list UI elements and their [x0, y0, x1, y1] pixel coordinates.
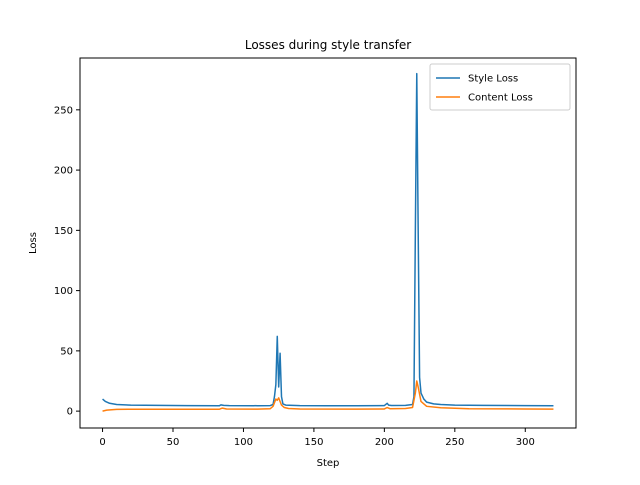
x-tick-label: 50 — [167, 437, 180, 448]
series-line-content-loss — [102, 380, 554, 412]
chart-title: Losses during style transfer — [245, 38, 411, 52]
legend-label-content-loss: Content Loss — [468, 93, 533, 104]
x-tick-label: 100 — [234, 437, 253, 448]
y-tick-label: 50 — [60, 346, 73, 357]
x-tick-label: 250 — [445, 437, 464, 448]
y-tick-label: 100 — [54, 286, 73, 297]
plot-frame — [79, 57, 577, 429]
x-tick-label: 200 — [375, 437, 394, 448]
series-layer — [102, 72, 554, 412]
y-tick-label: 250 — [54, 105, 73, 116]
plot-area: 0 50 100 150 200 250 300 0 50 100 150 200 250 — [54, 57, 577, 448]
y-axis-label: Loss — [28, 232, 39, 254]
legend: Style Loss Content Loss — [429, 63, 571, 111]
x-axis-label: Step — [317, 458, 340, 469]
legend-label-style-loss: Style Loss — [468, 74, 518, 85]
x-tick-label: 150 — [304, 437, 323, 448]
series-line-style-loss — [102, 72, 554, 407]
y-tick-label: 150 — [54, 226, 73, 237]
x-tick-label: 0 — [99, 437, 105, 448]
x-tick-label: 300 — [516, 437, 535, 448]
y-tick-label: 0 — [67, 407, 73, 418]
x-axis: 0 50 100 150 200 250 300 — [99, 428, 535, 448]
y-tick-label: 200 — [54, 166, 73, 177]
legend-box — [429, 63, 571, 111]
y-axis: 0 50 100 150 200 250 — [54, 105, 80, 418]
